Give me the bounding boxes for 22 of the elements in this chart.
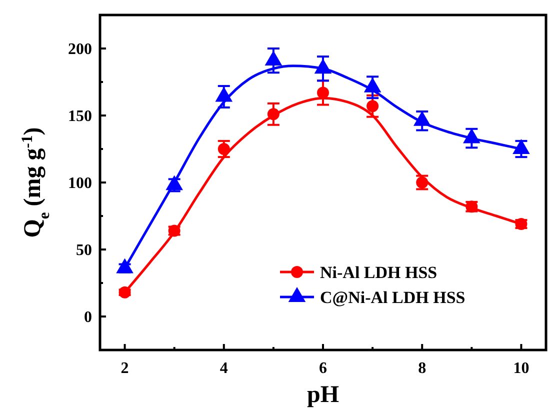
- point: [264, 50, 282, 66]
- point: [314, 58, 332, 74]
- point: [512, 139, 530, 154]
- legend-label: C@Ni-Al LDH HSS: [320, 288, 466, 307]
- x-tick-label: 8: [418, 360, 426, 377]
- y-tick-label: 100: [68, 175, 92, 192]
- point: [166, 175, 183, 190]
- x-tick-label: 6: [319, 360, 327, 377]
- x-axis-title: pH: [306, 382, 340, 408]
- y-tick-label: 150: [68, 108, 92, 125]
- point: [463, 128, 480, 144]
- x-tick-label: 4: [220, 360, 228, 377]
- point: [413, 110, 431, 126]
- point: [215, 86, 233, 102]
- point: [118, 286, 131, 298]
- y-tick-label: 0: [84, 309, 92, 326]
- x-tick-label: 10: [513, 360, 530, 377]
- legend-label: Ni-Al LDH HSS: [320, 263, 438, 282]
- x-tick-label: 2: [120, 360, 129, 377]
- y-tick-label: 200: [68, 41, 92, 58]
- point: [364, 77, 382, 92]
- y-tick-label: 50: [76, 242, 92, 259]
